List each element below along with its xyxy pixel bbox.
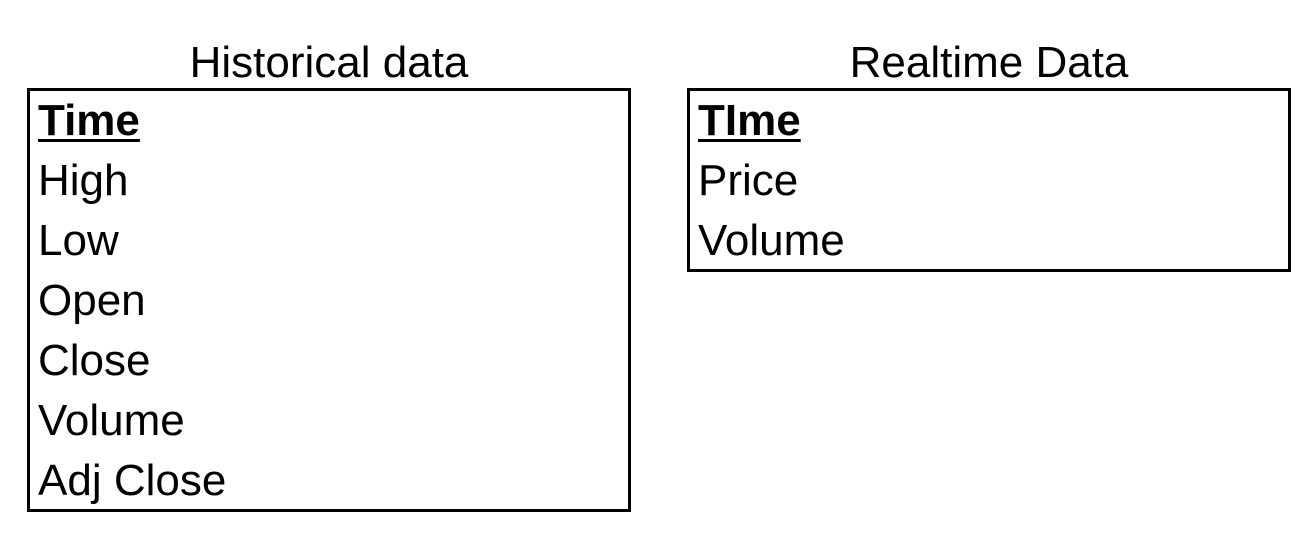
key-field-time: Time xyxy=(38,96,140,145)
field-high: High xyxy=(38,156,129,205)
key-field-time: TIme xyxy=(698,96,801,145)
field-price: Price xyxy=(698,156,799,205)
field-open: Open xyxy=(38,276,146,325)
field-volume: Volume xyxy=(698,216,845,265)
entity-fields-box: TIme Price Volume xyxy=(687,88,1291,272)
field-low: Low xyxy=(38,216,119,265)
historical-data-entity: Historical data Time High Low Open Close… xyxy=(27,38,631,512)
entity-title: Historical data xyxy=(189,38,469,87)
field-adj-close: Adj Close xyxy=(38,456,227,505)
realtime-data-entity: Realtime Data TIme Price Volume xyxy=(687,38,1291,272)
entity-title: Realtime Data xyxy=(849,38,1129,87)
field-close: Close xyxy=(38,336,151,385)
field-volume: Volume xyxy=(38,396,185,445)
entity-fields-box: Time High Low Open Close Volume Adj Clos… xyxy=(27,88,631,512)
